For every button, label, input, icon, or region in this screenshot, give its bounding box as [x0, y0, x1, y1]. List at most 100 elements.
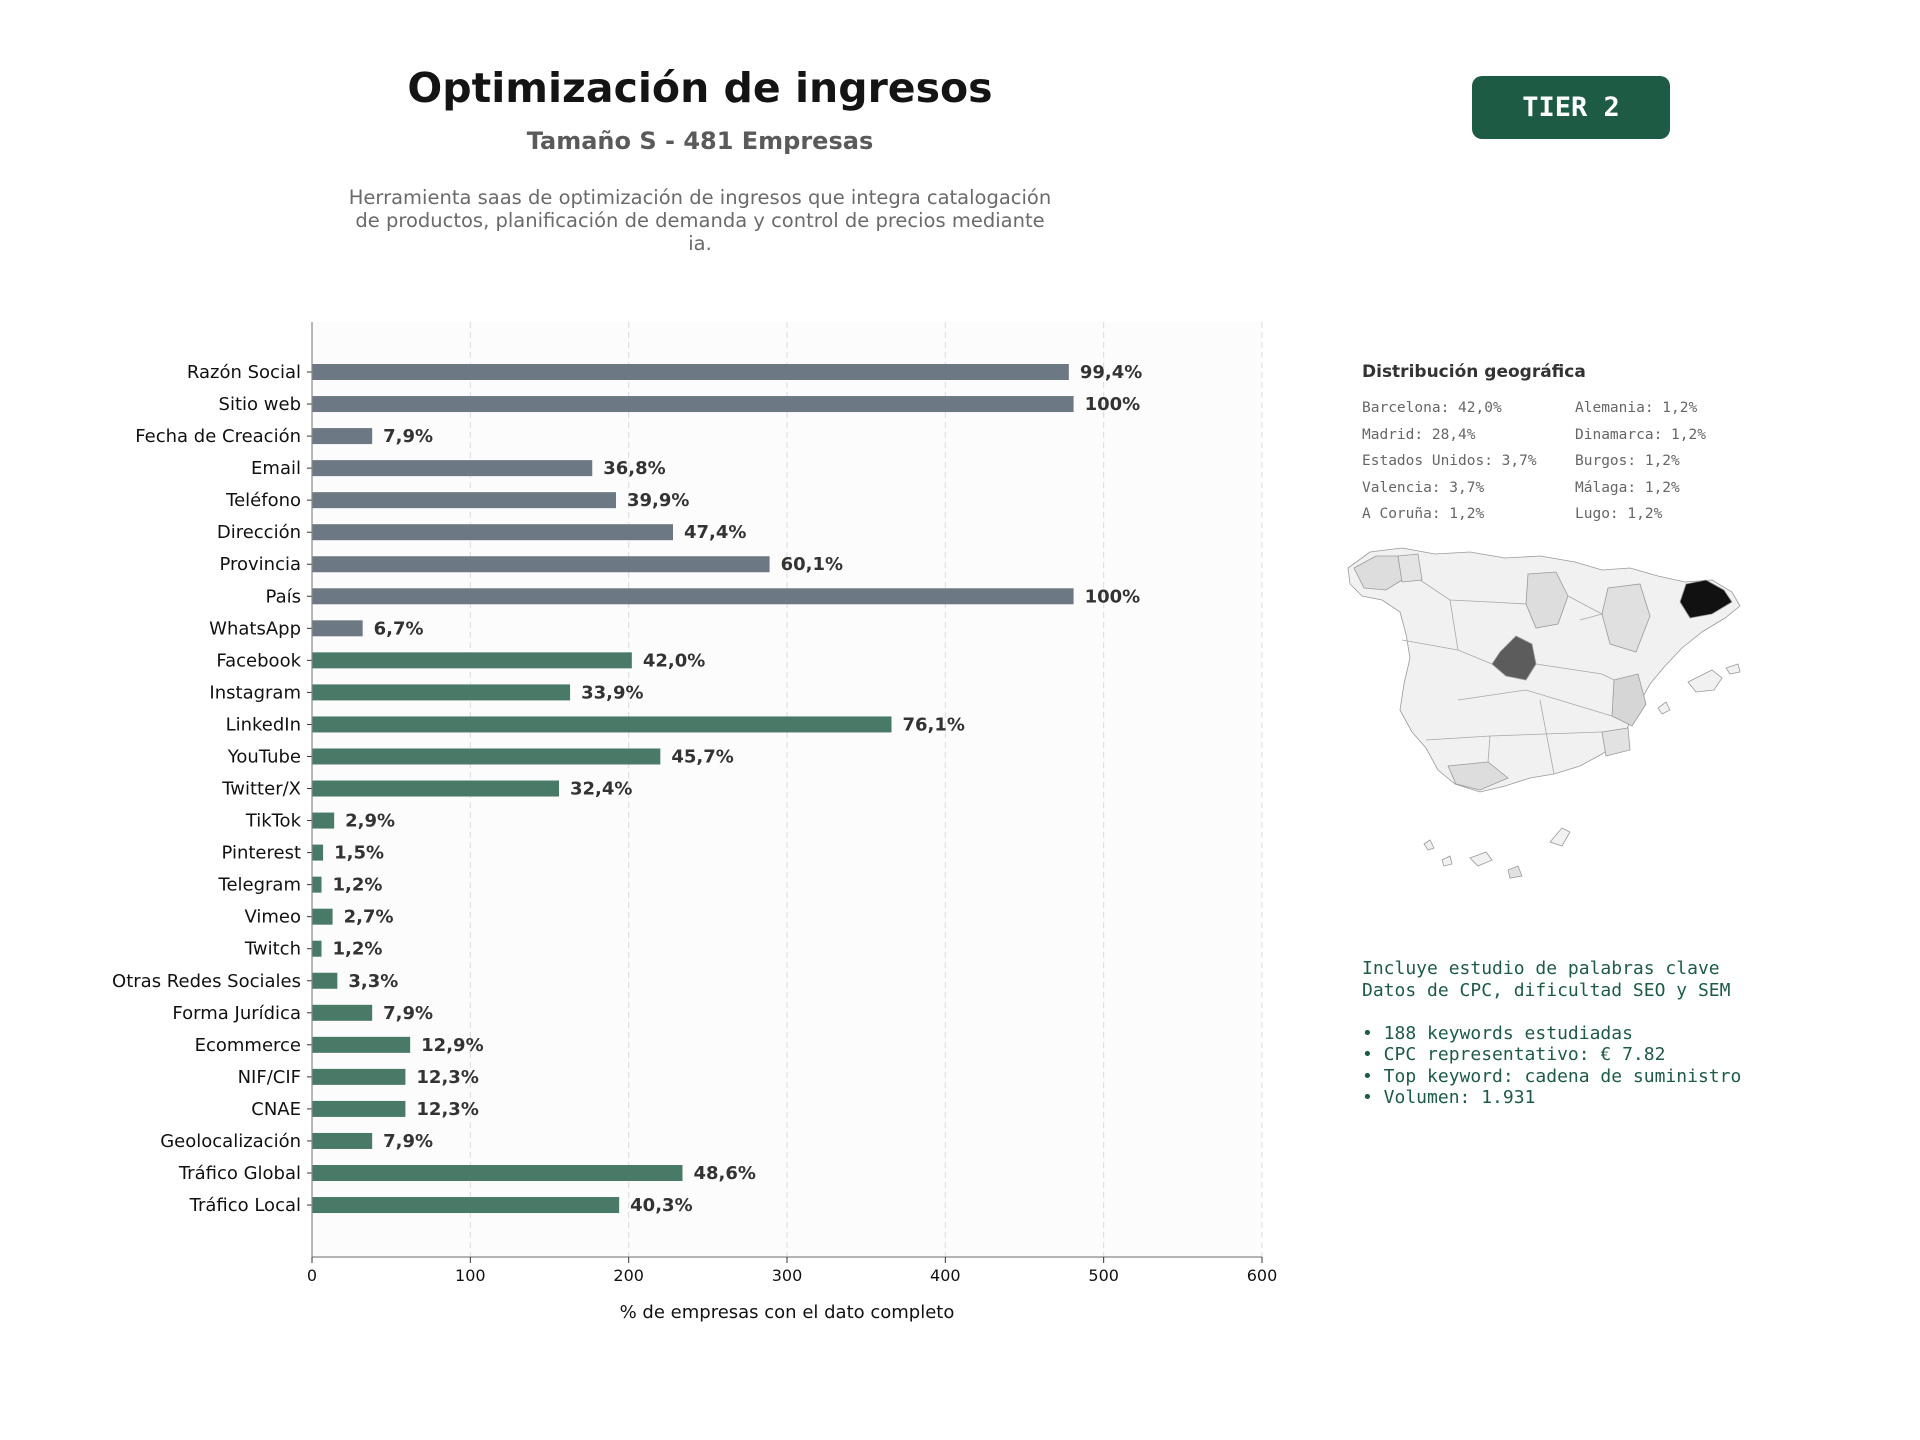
page-subtitle: Tamaño S - 481 Empresas — [526, 127, 874, 155]
category-label: Otras Redes Sociales — [112, 971, 301, 992]
x-tick-label: 400 — [930, 1266, 961, 1285]
description-line: ia. — [688, 232, 712, 255]
category-label: Twitch — [244, 939, 301, 960]
description-line: Herramienta saas de optimización de ingr… — [348, 186, 1052, 209]
bar — [312, 364, 1069, 380]
category-label: Vimeo — [244, 907, 301, 928]
category-label: Sitio web — [219, 394, 301, 415]
geo-item: Estados Unidos: 3,7% — [1362, 453, 1537, 469]
map-balearics — [1687, 669, 1723, 693]
map-region-murcia — [1601, 727, 1631, 757]
x-tick-label: 600 — [1247, 1266, 1278, 1285]
geo-item: Lugo: 1,2% — [1575, 506, 1663, 522]
map-region-barcelona — [1679, 579, 1733, 619]
bar — [312, 1197, 620, 1214]
data-label: 1,5% — [334, 843, 384, 864]
bar — [312, 940, 322, 957]
category-label: Tráfico Local — [189, 1195, 301, 1216]
bar — [312, 652, 632, 669]
description: Herramienta saas de optimización de ingr… — [320, 186, 1080, 255]
data-label: 33,9% — [581, 682, 643, 703]
category-label: YouTube — [227, 746, 301, 767]
data-label: 99,4% — [1080, 362, 1142, 383]
data-label: 45,7% — [671, 746, 733, 767]
bar — [312, 684, 571, 701]
bar — [312, 460, 593, 477]
geo-item: Málaga: 1,2% — [1575, 479, 1680, 496]
category-label: Razón Social — [187, 362, 301, 383]
bar — [312, 812, 335, 829]
category-label: Forma Jurídica — [172, 1003, 301, 1024]
bar — [312, 876, 322, 893]
keyword-bullet: • Top keyword: cadena de suministro — [1362, 1065, 1742, 1087]
category-label: WhatsApp — [209, 618, 301, 639]
x-axis-label: % de empresas con el dato completo — [620, 1302, 955, 1323]
data-label: 12,3% — [416, 1067, 478, 1088]
bar — [312, 972, 338, 989]
map-region-madrid — [1491, 635, 1537, 681]
bar — [312, 396, 1074, 413]
x-tick-label: 200 — [613, 1266, 644, 1285]
data-label: 76,1% — [903, 714, 965, 735]
tier-badge: TIER 2 — [1472, 76, 1670, 139]
bar — [312, 844, 324, 861]
geo-item: Alemania: 1,2% — [1575, 400, 1698, 416]
data-label: 12,9% — [421, 1035, 483, 1056]
spain-map — [1347, 547, 1741, 879]
bar — [312, 716, 892, 733]
bar — [312, 428, 373, 445]
bar — [312, 1004, 373, 1021]
bar — [312, 556, 770, 573]
category-label: LinkedIn — [226, 714, 301, 735]
category-label: Teléfono — [225, 490, 301, 511]
data-label: 12,3% — [416, 1099, 478, 1120]
geo-item: Dinamarca: 1,2% — [1575, 426, 1706, 443]
data-label: 7,9% — [383, 1003, 433, 1024]
bar — [312, 1036, 411, 1053]
data-label: 100% — [1085, 394, 1141, 415]
geo-item: Madrid: 28,4% — [1362, 426, 1476, 443]
keywords-intro-line: Datos de CPC, dificultad SEO y SEM — [1362, 979, 1731, 1001]
data-label: 7,9% — [383, 426, 433, 447]
page-title: Optimización de ingresos — [407, 64, 993, 112]
bar — [312, 492, 616, 509]
bar — [312, 1068, 406, 1085]
geo-title: Distribución geográfica — [1362, 362, 1586, 382]
category-label: Email — [251, 458, 301, 479]
geo-item: Barcelona: 42,0% — [1362, 400, 1502, 416]
map-region-valencia — [1611, 673, 1647, 727]
x-tick-label: 100 — [455, 1266, 486, 1285]
x-tick-label: 0 — [307, 1266, 317, 1285]
category-label: Geolocalización — [160, 1131, 301, 1152]
category-label: Provincia — [219, 554, 301, 575]
data-label: 39,9% — [627, 490, 689, 511]
geo-column-2: Alemania: 1,2% Dinamarca: 1,2% Burgos: 1… — [1575, 398, 1706, 531]
bar — [312, 748, 661, 765]
category-label: CNAE — [251, 1099, 301, 1120]
keywords-intro-line: Incluye estudio de palabras clave — [1362, 958, 1720, 979]
category-label: Telegram — [218, 875, 301, 896]
data-label: 36,8% — [603, 458, 665, 479]
keywords-panel: Incluye estudio de palabras clave Datos … — [1362, 958, 1741, 1109]
data-label: 48,6% — [694, 1163, 756, 1184]
geo-item: Burgos: 1,2% — [1575, 453, 1680, 469]
x-tick-label: 300 — [772, 1266, 803, 1285]
bar — [312, 524, 673, 541]
data-label: 42,0% — [643, 650, 705, 671]
geo-item: A Coruña: 1,2% — [1362, 506, 1485, 522]
bar — [312, 1165, 683, 1181]
data-label: 32,4% — [570, 779, 632, 800]
category-label: Instagram — [209, 682, 301, 703]
data-label: 6,7% — [374, 618, 424, 639]
data-label: 7,9% — [383, 1131, 433, 1152]
data-label: 100% — [1085, 586, 1141, 607]
bar — [312, 1100, 406, 1117]
description-line: de productos, planificación de demanda y… — [355, 209, 1045, 232]
bar — [312, 1132, 373, 1149]
data-label: 1,2% — [333, 875, 383, 896]
category-label: Twitter/X — [221, 779, 301, 800]
bar — [312, 620, 363, 637]
bar — [312, 908, 333, 925]
keyword-bullet: • 188 keywords estudiadas — [1362, 1022, 1633, 1044]
bar — [312, 780, 559, 797]
